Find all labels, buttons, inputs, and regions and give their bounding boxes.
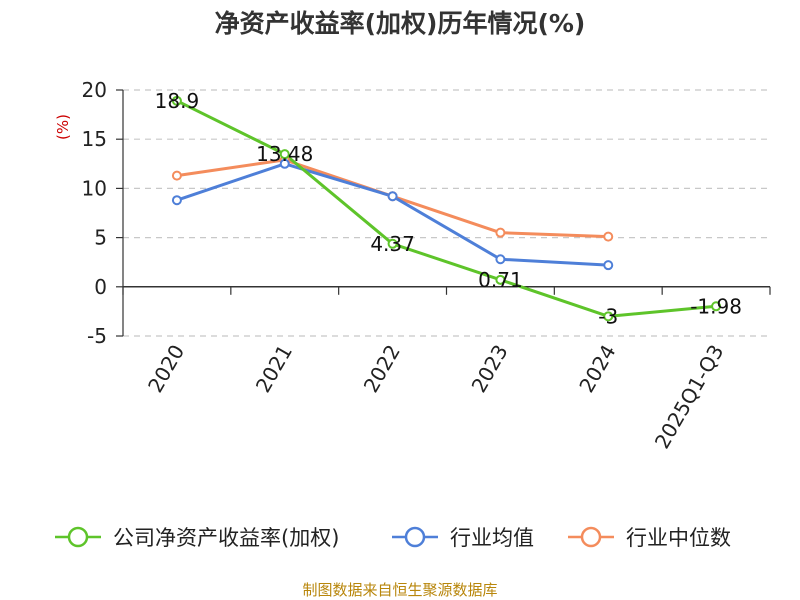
data-point xyxy=(495,274,506,285)
data-label: 18.9 xyxy=(155,89,200,113)
legend-marker xyxy=(67,526,89,548)
series-lines xyxy=(176,99,717,318)
gridlines xyxy=(123,89,770,337)
data-labels: 18.9 13.48 4.37 0.71 -3 -1.98 xyxy=(155,89,742,328)
data-point xyxy=(603,311,614,322)
y-axis-label: (%) xyxy=(54,114,72,140)
legend-marker xyxy=(580,526,602,548)
data-point xyxy=(495,254,506,265)
legend-label: 行业均值 xyxy=(450,526,534,550)
data-point xyxy=(387,238,398,249)
y-tick-label: -5 xyxy=(87,324,107,348)
data-point xyxy=(171,170,182,181)
data-label: 13.48 xyxy=(256,142,313,166)
data-point xyxy=(495,227,506,238)
legend-marker xyxy=(404,526,426,548)
data-label: -1.98 xyxy=(690,294,742,318)
y-tick-labels: 20 15 10 5 0 -5 xyxy=(82,78,107,348)
data-point xyxy=(603,260,614,271)
data-point xyxy=(279,158,290,169)
x-tick-label: 2024 xyxy=(574,341,620,397)
y-tick-label: 0 xyxy=(94,275,107,299)
data-point xyxy=(171,95,182,106)
legend: 公司净资产收益率(加权) 行业均值 行业中位数 xyxy=(55,526,731,550)
y-tick-label: 15 xyxy=(82,127,107,151)
data-point xyxy=(171,195,182,206)
x-tick-label: 2025Q1-Q3 xyxy=(650,341,729,453)
legend-label: 行业中位数 xyxy=(626,526,731,550)
series-points xyxy=(171,95,722,322)
axes xyxy=(116,89,771,337)
data-label: 4.37 xyxy=(370,232,415,256)
y-tick-label: 5 xyxy=(94,226,107,250)
x-tick-label: 2022 xyxy=(359,341,405,397)
data-point xyxy=(711,301,722,312)
x-tick-label: 2020 xyxy=(143,341,189,397)
series-line xyxy=(176,99,717,318)
y-tick-label: 20 xyxy=(82,78,107,102)
legend-label: 公司净资产收益率(加权) xyxy=(113,526,339,550)
source-note: 制图数据来自恒生聚源数据库 xyxy=(302,581,497,599)
x-tick-label: 2021 xyxy=(251,341,297,397)
x-tick-labels: 2020 2021 2022 2023 2024 2025Q1-Q3 xyxy=(143,340,728,452)
x-tick-label: 2023 xyxy=(467,340,513,396)
data-label: 0.71 xyxy=(478,268,523,292)
data-point xyxy=(603,231,614,242)
chart-title: 净资产收益率(加权)历年情况(%) xyxy=(215,9,586,38)
data-point xyxy=(279,149,290,160)
y-tick-label: 10 xyxy=(82,176,107,200)
data-point xyxy=(387,191,398,202)
data-label: -3 xyxy=(598,304,618,328)
